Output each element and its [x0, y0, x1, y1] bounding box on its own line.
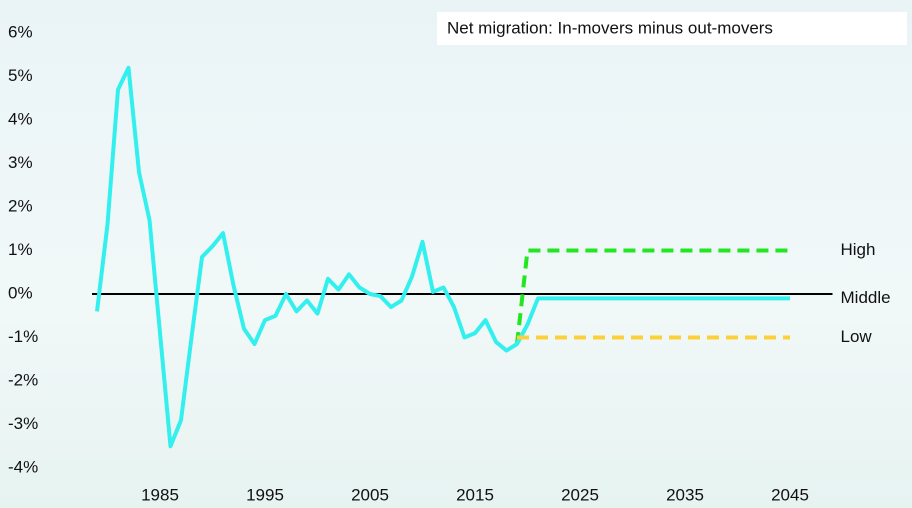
y-tick-label: -1%	[8, 327, 38, 346]
y-tick-label: 0%	[8, 283, 33, 302]
series-line	[95, 65, 790, 449]
x-tick-label: 1985	[141, 485, 179, 504]
series-line	[515, 248, 790, 345]
x-tick-label: 2015	[456, 485, 494, 504]
x-tick-label: 2005	[351, 485, 389, 504]
x-tick-label: 2045	[771, 485, 809, 504]
y-tick-label: 1%	[8, 240, 33, 259]
series-label: Low	[841, 327, 873, 346]
y-tick-label: -2%	[8, 370, 38, 389]
x-tick-label: 2035	[666, 485, 704, 504]
y-tick-label: 4%	[8, 109, 33, 128]
x-tick-label: 2025	[561, 485, 599, 504]
series-label: Middle	[841, 288, 891, 307]
y-tick-label: 3%	[8, 153, 33, 172]
annotation: Net migration: In-movers minus out-mover…	[447, 18, 773, 37]
y-tick-label: -4%	[8, 457, 38, 476]
y-tick-label: 6%	[8, 22, 33, 41]
y-tick-label: 5%	[8, 66, 33, 85]
annotation-box	[437, 12, 907, 45]
series-label: High	[841, 240, 876, 259]
y-tick-label: -3%	[8, 414, 38, 433]
x-tick-label: 1995	[246, 485, 284, 504]
y-tick-label: 2%	[8, 196, 33, 215]
